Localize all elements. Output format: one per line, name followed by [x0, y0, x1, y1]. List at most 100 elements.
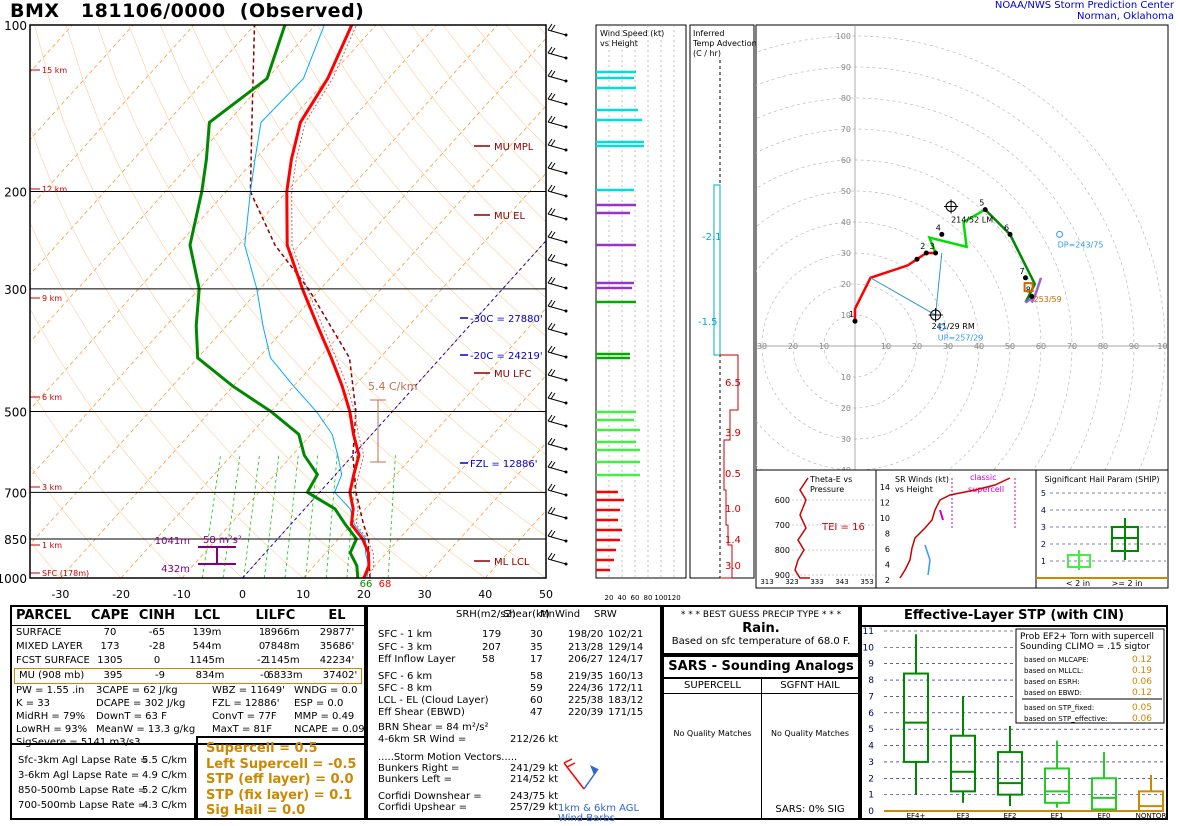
- station-id: BMX: [10, 0, 60, 22]
- wind-barb: [547, 161, 568, 175]
- kin-cell: 213/28: [568, 642, 604, 653]
- stp-x-label: EF4+: [907, 812, 926, 818]
- hodo-ring-label: 70: [841, 125, 851, 134]
- barb-flag: [550, 208, 556, 216]
- temp-tick-label: 30: [418, 588, 432, 601]
- mixing-ratio-line: [202, 455, 221, 578]
- hodograph: 10 20 30 40 50 60 70 80 90 100 30 20 10 10 20 30 40 50 60 7…: [755, 24, 1169, 471]
- kin-header: MnWind: [540, 609, 581, 620]
- parcel-cell: 35686': [319, 641, 355, 652]
- kin-cell: 17: [530, 654, 543, 665]
- barb-flag: [547, 345, 553, 353]
- dry-adiabat: [97, 25, 546, 578]
- lapse-rate-value: 5.2 C/km: [142, 785, 187, 796]
- wind-barb: [547, 92, 568, 106]
- mixing-ratio-line: [263, 455, 280, 578]
- pressure-label: 300: [4, 283, 27, 297]
- hodo-height-dot: [982, 207, 988, 213]
- thetae-p-label: 800: [775, 546, 790, 555]
- parcel-col-header: LI: [255, 608, 269, 623]
- hodo-x-label: 40: [974, 342, 984, 351]
- storm-motion-label: Corfidi Upshear =: [378, 802, 467, 813]
- storm-motion-title: .....Storm Motion Vectors.....: [378, 752, 518, 763]
- parcel-row[interactable]: SURFACE 70 -65 139m 1 8966m 29877': [12, 626, 364, 640]
- stp-box: [950, 734, 976, 793]
- parcel-row[interactable]: FCST SURFACE 1305 0 1145m -2 1145m 42234': [12, 654, 364, 668]
- hodo-inner: 10 20 30 40 50 60 70 80 90 100 30 20 10 10 20 30 40 50 60 7…: [756, 25, 1168, 470]
- barb-flag: [547, 414, 553, 422]
- parcel-cell: FCST SURFACE: [16, 655, 90, 666]
- hodo-ring-label: 80: [841, 94, 851, 103]
- stp-x-label: EF3: [957, 812, 970, 818]
- hodo-height-mark: 2: [920, 242, 925, 251]
- parcel-cell: 8966m: [264, 627, 300, 638]
- barb-flag: [547, 207, 553, 215]
- stp-prob-value: 0.12: [1132, 655, 1152, 665]
- height-label: 12 km: [42, 185, 67, 194]
- parcel-cell: MIXED LAYER: [16, 641, 83, 652]
- parcel-cell: 7848m: [264, 641, 300, 652]
- barb-1km-flag: [563, 758, 573, 764]
- hodo-height-dot: [923, 250, 929, 256]
- parcel-panel: PARCEL CAPE CINH LCL LI LFC EL SURFACE 70 -65 139m…: [10, 605, 366, 748]
- kin-cell: 179: [482, 629, 502, 640]
- kin-cell: 207: [482, 642, 502, 653]
- barb-flag: [547, 506, 553, 514]
- hodo-height-mark: 7: [1020, 267, 1025, 276]
- sr-wind-value: 212/26 kt: [510, 734, 559, 745]
- stp-box: [1091, 777, 1117, 811]
- parcel-row[interactable]: MU (908 mb) 395 -9 834m -0 6833m 37402': [14, 668, 362, 684]
- barb-dot: [564, 56, 568, 60]
- stp-y-label: 7: [868, 692, 874, 702]
- stp-prob-value: 0.05: [1132, 703, 1152, 713]
- kin-header: Shear(kt): [503, 609, 550, 620]
- barb-flag: [547, 299, 553, 307]
- barb-flag: [547, 161, 553, 169]
- stp-prob-title2: Sounding CLIMO = .15 sigtor: [1020, 642, 1150, 652]
- barb-dot: [564, 79, 568, 83]
- parcel-cell: 42234': [319, 655, 355, 666]
- kin-cell: 183/12: [608, 695, 644, 706]
- pressure-label: 100: [4, 19, 27, 33]
- sars-sig: SARS: 0% SIG: [775, 804, 845, 815]
- hodo-y-label: 20: [841, 404, 851, 413]
- srwind-title2: vs Height: [895, 485, 933, 494]
- srwind-y-label: 2: [885, 576, 890, 585]
- parcel-cell: 544m: [192, 641, 222, 652]
- hodo-height-mark: 6: [1004, 223, 1009, 232]
- thetae-p-label: 600: [775, 496, 790, 505]
- parcel-cell: 6833m: [267, 670, 303, 681]
- height-label: 1 km: [42, 541, 62, 550]
- adv-title1: Inferred: [693, 29, 724, 38]
- stp-prob-label: based on STP_effective:: [1024, 715, 1108, 723]
- supercell-label: supercell: [968, 485, 1004, 494]
- wind-barb: [547, 230, 568, 244]
- dry-adiabat: [30, 388, 183, 578]
- height-label: SFC (178m): [42, 569, 89, 578]
- sr-wind-label: 4-6km SR Wind =: [378, 734, 467, 745]
- sounding-time: 181106/0000: [80, 0, 226, 22]
- wind-barb: [547, 184, 568, 198]
- dry-adiabat: [254, 25, 546, 376]
- barb-flag: [550, 162, 556, 170]
- barb-dot: [564, 33, 568, 37]
- dp-label: DP=243/75: [1058, 240, 1104, 249]
- adv-value: 0.5: [725, 469, 741, 480]
- barb-flag: [550, 415, 556, 423]
- barb-flag: [550, 185, 556, 193]
- parcel-col-header: LFC: [268, 608, 296, 623]
- skewt-frame: [29, 24, 547, 579]
- adv-value: 1.4: [725, 535, 741, 546]
- wind-barb: [547, 506, 568, 520]
- hodo-ring-label: 90: [841, 63, 851, 72]
- srwind-y-label: 8: [885, 530, 890, 539]
- dry-adiabat: [348, 25, 546, 261]
- composite-index: Supercell = 0.5: [206, 741, 318, 756]
- wind-barb: [547, 460, 568, 474]
- hodo-ring-label: 10: [841, 311, 851, 320]
- wind-barb: [547, 345, 568, 359]
- stp-prob-title1: Prob EF2+ Torn with supercell: [1020, 632, 1154, 642]
- parcel-row[interactable]: MIXED LAYER 173 -28 544m 0 7848m 35686': [12, 640, 364, 654]
